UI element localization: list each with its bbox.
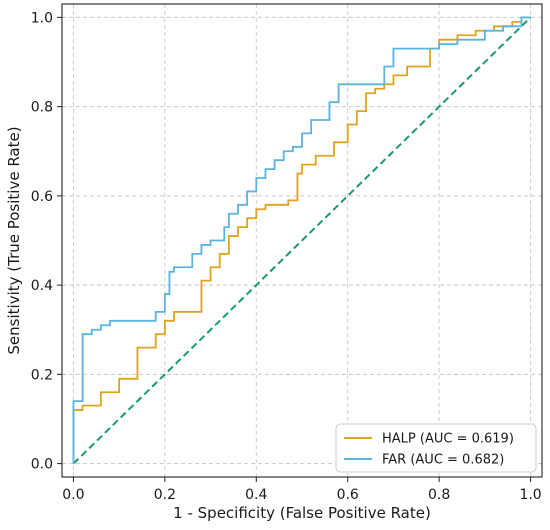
y-tick-label: 0.2 (31, 367, 53, 383)
grid (62, 4, 542, 477)
reference-line (72, 16, 532, 465)
y-axis-title: Sensitivity (True Positive Rate) (5, 126, 23, 354)
x-axis-ticks: 0.0 0.2 0.4 0.6 0.8 1.0 (62, 477, 542, 503)
x-tick-label: 0.4 (245, 487, 267, 503)
y-tick-label: 0.0 (31, 457, 53, 473)
y-tick-label: 1.0 (31, 10, 53, 26)
y-axis-ticks: 0.0 0.2 0.4 0.6 0.8 1.0 (31, 10, 62, 473)
legend-box (335, 423, 537, 473)
legend-label-halp: HALP (AUC = 0.619) (382, 432, 514, 447)
x-tick-label: 0.2 (154, 487, 176, 503)
x-axis-title: 1 - Specificity (False Positive Rate) (173, 504, 431, 522)
y-tick-label: 0.8 (31, 100, 53, 116)
x-tick-label: 0.8 (428, 487, 450, 503)
y-tick-label: 0.6 (31, 189, 53, 205)
legend: HALP (AUC = 0.619) FAR (AUC = 0.682) (335, 423, 537, 473)
plot-frame (61, 3, 543, 478)
legend-label-far: FAR (AUC = 0.682) (382, 453, 504, 468)
series-line-far (72, 16, 531, 464)
y-tick-label: 0.4 (31, 278, 53, 294)
x-tick-label: 1.0 (519, 487, 541, 503)
x-tick-label: 0.6 (337, 487, 359, 503)
x-tick-label: 0.0 (62, 487, 84, 503)
reference-diagonal (72, 16, 532, 465)
series-lines (72, 16, 531, 464)
